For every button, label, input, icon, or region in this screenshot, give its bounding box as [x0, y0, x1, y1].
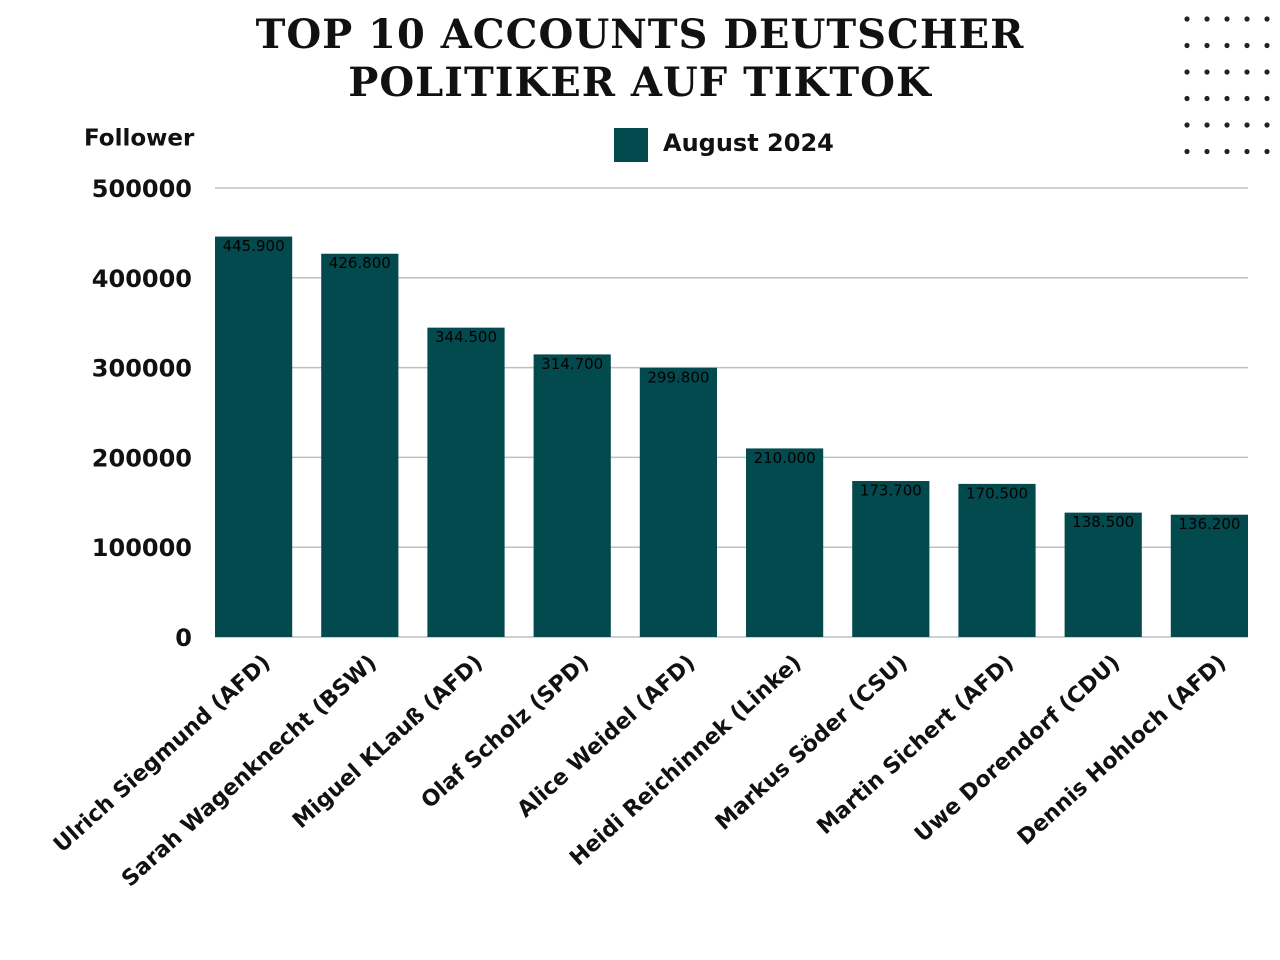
x-tick-label: Markus Söder (CSU) [711, 650, 913, 835]
dot [1264, 42, 1270, 49]
value-label: 138.500 [1072, 513, 1134, 531]
x-tick-label: Heidi Reichinnek (Linke) [565, 650, 806, 871]
value-label: 426.800 [329, 254, 391, 272]
y-tick-label: 300000 [92, 355, 192, 383]
x-tick-label: Miguel KLauß (AFD) [288, 650, 488, 833]
bar [215, 236, 293, 638]
value-label: 344.500 [435, 328, 497, 346]
dot [1244, 95, 1250, 102]
dot [1184, 148, 1190, 155]
dot [1204, 42, 1210, 49]
dot [1264, 95, 1270, 102]
dot [1184, 16, 1190, 22]
dot [1184, 69, 1190, 75]
chart-title: POLITIKER AUF TIKTOK [348, 59, 932, 106]
y-tick-label: 200000 [92, 444, 192, 472]
chart-title: TOP 10 ACCOUNTS DEUTSCHER [256, 11, 1025, 58]
value-label: 445.900 [223, 237, 285, 255]
x-tick-label: Alice Weidel (AFD) [513, 650, 701, 822]
dot [1244, 42, 1250, 49]
bar [321, 253, 399, 638]
x-tick-label: Dennis Hohloch (AFD) [1013, 650, 1231, 850]
value-label: 173.700 [860, 482, 922, 500]
bar [427, 327, 505, 637]
value-label: 170.500 [966, 484, 1028, 502]
dot [1244, 122, 1250, 128]
dot [1204, 148, 1210, 155]
dot [1264, 122, 1270, 128]
y-tick-label: 500000 [92, 175, 192, 203]
dot [1184, 42, 1190, 49]
dot [1224, 42, 1230, 49]
legend-swatch [614, 128, 648, 162]
value-label: 210.000 [754, 449, 816, 467]
dot [1264, 16, 1270, 22]
dot [1224, 148, 1230, 155]
dot [1244, 16, 1250, 22]
dot [1184, 95, 1190, 102]
bar [746, 448, 824, 637]
x-tick-label: Ulrich Siegmund (AFD) [49, 650, 276, 857]
legend-label: August 2024 [663, 129, 834, 157]
dot [1204, 122, 1210, 128]
decoration [1184, 16, 1270, 155]
y-tick-label: 100000 [92, 534, 192, 562]
bar [852, 481, 930, 637]
dot [1264, 148, 1270, 155]
bar [958, 483, 1036, 637]
value-label: 299.800 [647, 368, 709, 386]
dot [1184, 122, 1190, 128]
y-tick-label: 0 [175, 624, 192, 652]
bar [533, 354, 611, 637]
value-label: 314.700 [541, 355, 603, 373]
dot [1204, 16, 1210, 22]
dot [1244, 69, 1250, 75]
dot [1224, 16, 1230, 22]
dot [1204, 95, 1210, 102]
bar [1170, 514, 1248, 637]
dot [1224, 69, 1230, 75]
y-tick-label: 400000 [92, 265, 192, 293]
value-label: 136.200 [1178, 515, 1240, 533]
dot [1224, 122, 1230, 128]
dot [1224, 95, 1230, 102]
y-axis-label: Follower [84, 126, 195, 152]
bar [639, 367, 717, 637]
dot [1204, 69, 1210, 75]
bar [1064, 512, 1142, 637]
dot [1264, 69, 1270, 75]
dot [1244, 148, 1250, 155]
x-tick-label: Uwe Dorendorf (CDU) [910, 650, 1125, 847]
x-tick-label: Martin Sichert (AFD) [812, 650, 1019, 839]
